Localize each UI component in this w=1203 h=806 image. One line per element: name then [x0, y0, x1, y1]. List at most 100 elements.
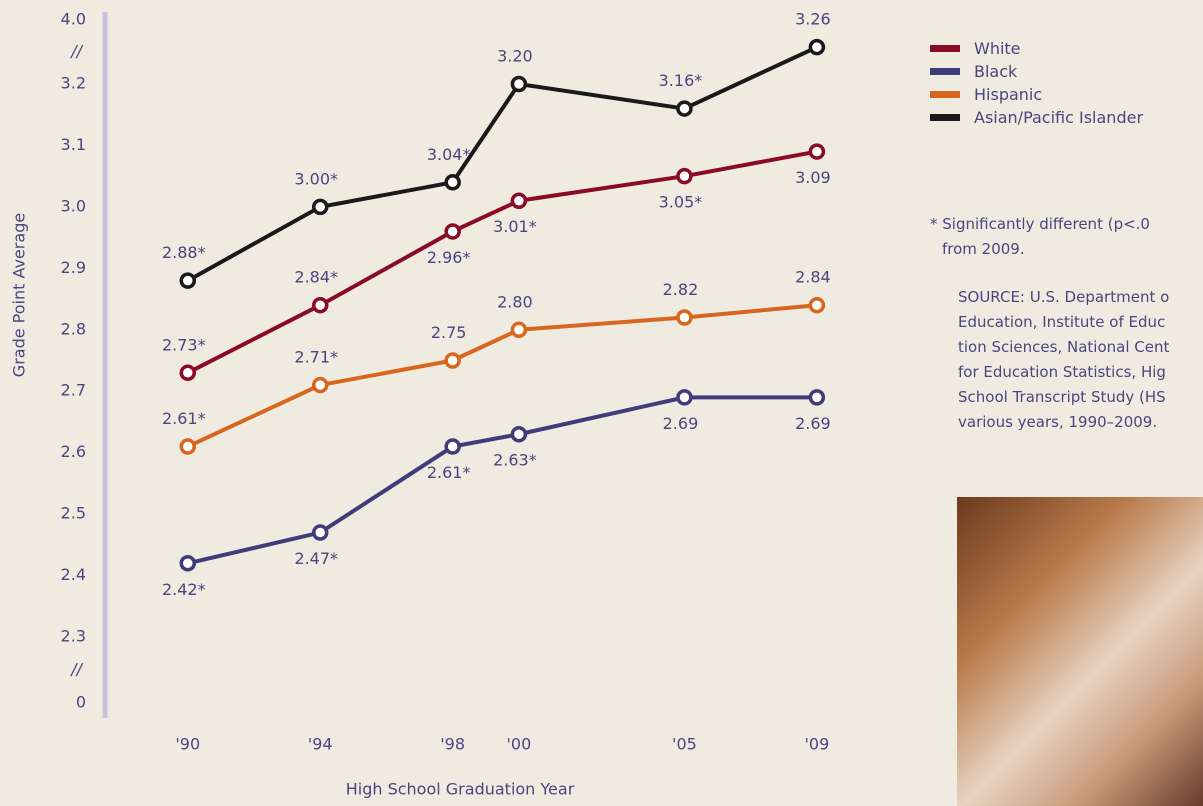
x-tick-label: '00	[507, 735, 532, 754]
data-label: 2.47*	[294, 549, 338, 568]
x-tick-label: '09	[805, 735, 830, 754]
axis-break: //	[69, 42, 83, 61]
point	[311, 296, 329, 314]
footnote-line: from 2009.	[942, 240, 1025, 258]
data-label: 2.61*	[427, 463, 471, 482]
y-tick-label: 2.5	[61, 504, 86, 523]
photo	[957, 497, 1203, 806]
legend-swatch	[930, 114, 960, 121]
point	[179, 555, 197, 572]
x-tick-label: '05	[672, 735, 697, 754]
data-label: 3.26	[795, 10, 831, 29]
y-tick-label: 4.0	[61, 10, 86, 29]
series-line	[187, 395, 817, 566]
series-line	[186, 149, 818, 375]
legend-label: Hispanic	[974, 85, 1043, 104]
data-label: 2.80	[497, 292, 533, 311]
x-tick-label: '94	[308, 735, 333, 754]
footnote-line: * Significantly different (p<.0	[930, 215, 1150, 233]
source-line: for Education Statistics, Hig	[958, 363, 1166, 381]
source-line: SOURCE: U.S. Department o	[958, 288, 1170, 306]
data-label: 3.01*	[493, 217, 537, 236]
series-line	[186, 303, 818, 449]
point	[808, 296, 826, 314]
data-label: 2.42*	[162, 580, 206, 599]
side-panel: White Black Hispanic Asian/Pacific Islander…	[930, 0, 1203, 806]
point	[510, 321, 528, 339]
x-axis-title: High School Graduation Year	[346, 780, 575, 799]
data-label: 2.69	[663, 414, 699, 433]
source-line: Education, Institute of Educ	[958, 313, 1166, 331]
x-tick-label: '90	[175, 735, 200, 754]
y-tick-label: 2.3	[61, 627, 86, 646]
legend-item: Asian/Pacific Islander	[930, 106, 1143, 129]
data-label: 3.09	[795, 168, 831, 187]
data-label: 2.71*	[294, 348, 338, 367]
data-label: 3.20	[497, 47, 533, 66]
legend-label: White	[974, 39, 1021, 58]
data-label: 3.00*	[294, 169, 338, 188]
point	[311, 524, 329, 541]
series-line	[186, 45, 818, 283]
point	[311, 198, 329, 216]
point	[444, 352, 461, 369]
y-tick-label: 2.4	[61, 565, 86, 584]
point	[444, 223, 461, 240]
legend-label: Asian/Pacific Islander	[974, 108, 1144, 127]
legend-item: White	[930, 37, 1143, 60]
data-label: 2.63*	[493, 451, 537, 470]
data-label: 3.04*	[427, 145, 471, 164]
data-label: 3.05*	[659, 193, 703, 212]
point	[311, 376, 329, 394]
point	[510, 425, 528, 443]
point	[808, 389, 826, 406]
point	[179, 438, 197, 455]
point	[676, 100, 693, 117]
source-line: tion Sciences, National Cent	[958, 338, 1170, 356]
y-tick-label: 2.9	[61, 258, 86, 277]
legend: White Black Hispanic Asian/Pacific Islander	[930, 37, 1143, 129]
legend-swatch	[930, 68, 960, 75]
point	[676, 389, 693, 406]
data-label: 3.16*	[659, 71, 703, 90]
source-line: various years, 1990–2009.	[958, 413, 1158, 431]
legend-item: Black	[930, 60, 1143, 83]
y-tick-label: 2.6	[61, 442, 86, 461]
data-label: 2.88*	[162, 243, 206, 262]
data-label: 2.84	[795, 268, 831, 287]
data-label: 2.75	[431, 323, 467, 342]
point	[676, 309, 693, 326]
legend-swatch	[930, 45, 960, 52]
legend-label: Black	[974, 62, 1018, 81]
source: SOURCE: U.S. Department o Education, Inst…	[958, 285, 1169, 435]
legend-item: Hispanic	[930, 83, 1143, 106]
y-tick-label: 2.7	[61, 381, 86, 400]
x-tick-label: '98	[440, 735, 465, 754]
data-label: 2.61*	[162, 409, 206, 428]
source-line: School Transcript Study (HS	[958, 388, 1166, 406]
y-tick-label: 2.8	[61, 319, 86, 338]
point	[444, 174, 461, 191]
legend-swatch	[930, 91, 960, 98]
footnote: * Significantly different (p<.0 from 200…	[930, 212, 1150, 262]
y-tick-label: 0	[76, 693, 86, 712]
data-label: 2.73*	[162, 335, 206, 354]
data-label: 2.84*	[294, 268, 338, 287]
point	[808, 38, 826, 56]
y-tick-label: 3.2	[61, 74, 86, 93]
y-axis-title: Grade Point Average	[10, 213, 29, 377]
chart: High School Graduation Year Grade Point …	[10, 10, 831, 799]
y-tick-label: 3.1	[61, 135, 86, 154]
point	[179, 272, 197, 289]
axis-break: //	[69, 660, 83, 679]
point	[444, 438, 461, 455]
point	[510, 75, 528, 93]
point	[676, 167, 693, 185]
data-label: 2.69	[795, 414, 831, 433]
data-label: 2.82	[663, 280, 699, 299]
data-label: 2.96*	[427, 248, 471, 267]
point	[808, 143, 826, 160]
point	[510, 192, 528, 209]
y-tick-label: 3.0	[61, 196, 86, 215]
